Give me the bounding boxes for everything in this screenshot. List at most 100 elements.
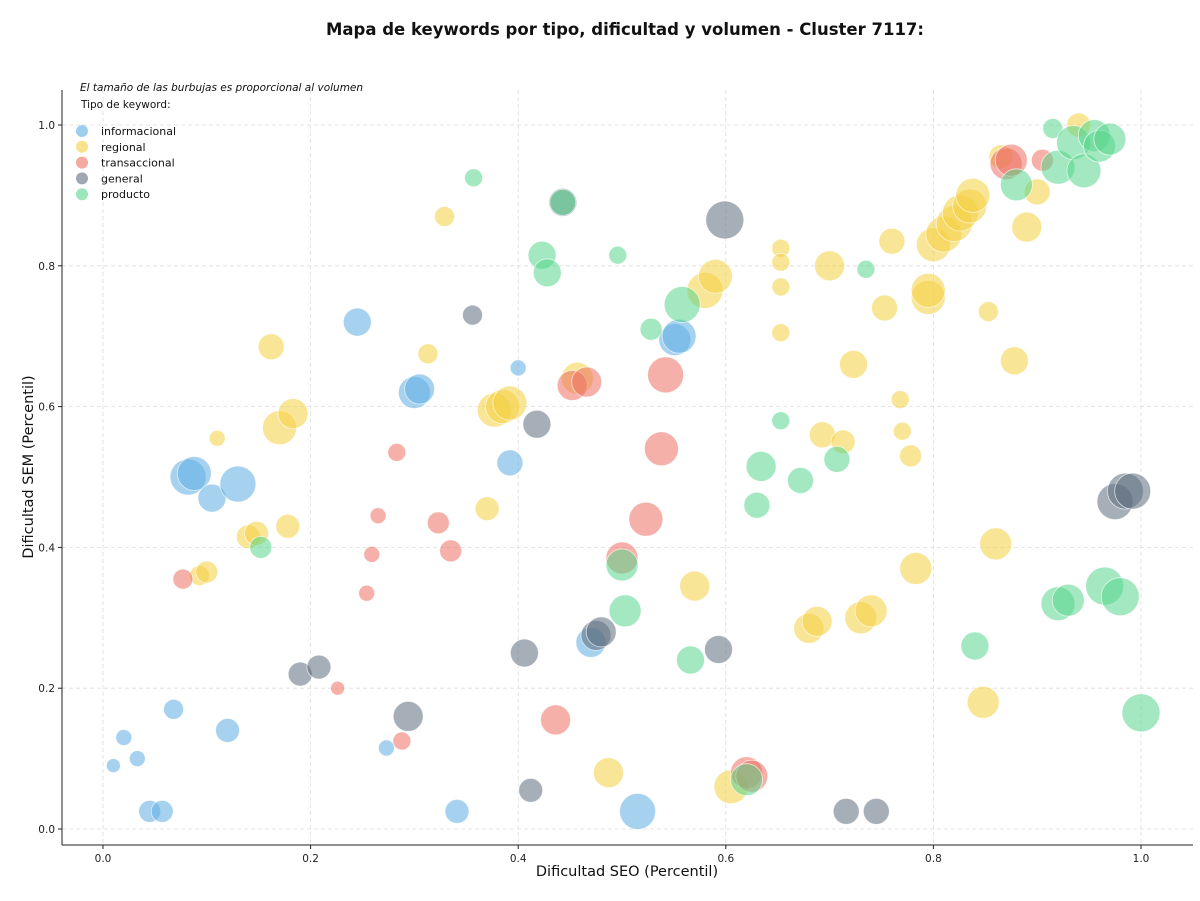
bubble-transaccional xyxy=(439,539,463,563)
bubble-regional xyxy=(839,349,868,379)
bubble-regional xyxy=(814,250,845,282)
bubble-informacional xyxy=(106,758,121,773)
y-tick-label: 0.8 xyxy=(38,261,55,273)
bubble-producto xyxy=(1042,118,1064,139)
x-tick-label: 0.0 xyxy=(95,853,112,865)
bubble-producto xyxy=(639,317,663,341)
bubble-producto xyxy=(856,259,876,279)
bubble-informacional xyxy=(661,318,697,354)
x-tick-label: 0.6 xyxy=(717,853,734,865)
bubble-regional xyxy=(277,398,309,430)
bubble-producto xyxy=(1100,577,1140,617)
x-axis-label: Dificultad SEO (Percentil) xyxy=(536,864,718,880)
legend-marker-informacional xyxy=(76,125,88,137)
x-tick-label: 0.8 xyxy=(925,853,942,865)
legend-items: informacional regional transaccional genera… xyxy=(76,125,176,201)
bubble-producto xyxy=(1093,122,1127,156)
y-axis-label: Dificultad SEM (Percentil) xyxy=(21,375,37,558)
bubble-producto xyxy=(730,763,763,797)
legend-marker-transaccional xyxy=(76,156,88,169)
bubble-informacional xyxy=(163,698,185,720)
bubble-transaccional xyxy=(172,568,194,590)
bubble-informacional xyxy=(342,307,372,337)
chart-title: Mapa de keywords por tipo, dificultad y … xyxy=(325,20,925,39)
bubble-general xyxy=(704,635,733,664)
x-tick-label: 0.4 xyxy=(510,853,527,865)
legend-marker-regional xyxy=(76,140,88,153)
bubble-informacional xyxy=(619,793,656,830)
bubble-producto xyxy=(605,548,639,582)
bubble-regional xyxy=(593,757,624,789)
bubble-regional xyxy=(474,496,500,522)
bubble-regional xyxy=(417,343,439,365)
tick-layer: 0.0 0.2 0.4 0.6 0.8 1.0 0.0 0.2 0.4 0.6 0.8 1.0 xyxy=(38,120,1149,865)
bubble-informacional xyxy=(377,739,395,757)
bubble-transaccional xyxy=(426,511,450,535)
legend-title: Tipo de keyword: xyxy=(80,99,171,111)
bubble-producto xyxy=(960,631,990,661)
bubble-transaccional xyxy=(647,356,684,394)
bubble-transaccional xyxy=(369,507,387,525)
bubble-producto xyxy=(676,645,705,675)
bubble-regional xyxy=(978,301,999,323)
bubble-producto xyxy=(743,491,771,519)
bubble-general xyxy=(392,701,424,732)
bubble-regional xyxy=(899,552,933,585)
bubble-regional xyxy=(890,390,910,410)
bubble-regional xyxy=(910,272,946,308)
bubble-informacional xyxy=(150,800,174,823)
bubble-producto xyxy=(663,286,701,323)
bubble-producto xyxy=(1066,153,1102,189)
bubble-general xyxy=(862,798,890,825)
bubble-transaccional xyxy=(540,704,571,736)
bubble-transaccional xyxy=(363,546,381,563)
bubble-producto xyxy=(464,168,484,188)
y-tick-label: 0.4 xyxy=(38,542,55,554)
bubble-informacional xyxy=(509,359,527,377)
bubble-informacional xyxy=(219,465,257,503)
bubble-regional xyxy=(892,421,912,441)
bubble-regional xyxy=(1000,346,1029,376)
bubble-transaccional xyxy=(330,680,346,696)
bubble-producto xyxy=(787,467,814,494)
bubble-producto xyxy=(1051,583,1085,617)
bubble-regional xyxy=(679,570,711,602)
bubble-informacional xyxy=(128,750,146,767)
bubble-producto xyxy=(532,258,562,288)
bubble-producto xyxy=(1000,168,1033,202)
bubble-regional xyxy=(966,685,1000,719)
bubble-producto xyxy=(608,245,628,265)
bubble-producto xyxy=(771,411,791,431)
bubble-regional xyxy=(955,177,991,213)
bubble-regional xyxy=(1011,211,1043,243)
bubble-general xyxy=(585,616,617,648)
bubble-informacional xyxy=(215,718,241,743)
bubble-transaccional xyxy=(358,584,376,602)
y-tick-label: 0.2 xyxy=(38,683,55,695)
bubble-informacional xyxy=(115,729,133,746)
bubble-regional xyxy=(195,560,219,584)
bubble-producto xyxy=(745,450,777,482)
y-tick-label: 0.0 xyxy=(38,824,55,836)
bubble-regional xyxy=(979,527,1013,561)
bubble-general xyxy=(832,798,860,825)
bubble-regional xyxy=(257,333,285,361)
bubble-transaccional xyxy=(387,442,407,462)
bubble-informacional xyxy=(496,449,524,477)
bubble-size-note: El tamaño de las burbujas es proporciona… xyxy=(80,82,363,94)
bubble-transaccional xyxy=(392,731,412,751)
bubble-general xyxy=(306,654,332,680)
bubble-transaccional xyxy=(628,501,664,537)
legend-label-informacional: informacional xyxy=(101,125,176,138)
bubble-regional xyxy=(771,277,791,297)
bubble-informacional xyxy=(176,456,212,491)
bubble-general xyxy=(705,200,745,240)
legend-label-producto: producto xyxy=(101,188,150,201)
y-tick-label: 1.0 xyxy=(38,120,55,132)
bubble-general xyxy=(1114,472,1152,510)
bubble-general xyxy=(462,304,483,326)
legend-label-transaccional: transaccional xyxy=(101,157,175,170)
axes-layer xyxy=(61,90,1193,846)
y-tick-label: 0.6 xyxy=(38,402,55,414)
